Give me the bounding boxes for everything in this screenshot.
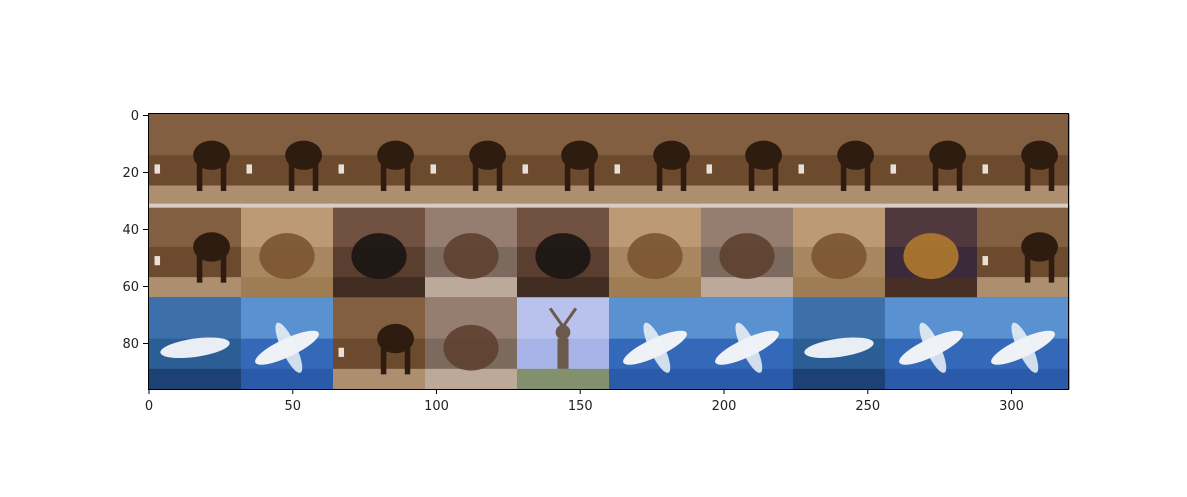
image-tile-frog bbox=[241, 205, 334, 298]
y-tick-label: 40 bbox=[122, 223, 139, 238]
image-tile-horse bbox=[885, 114, 978, 207]
image-tiles bbox=[149, 114, 1070, 390]
image-tile-horse bbox=[701, 114, 794, 207]
image-tile-bird bbox=[425, 297, 518, 390]
image-tile-ship bbox=[793, 297, 886, 390]
y-tick-label: 20 bbox=[122, 166, 139, 181]
y-axis: 0 20 40 60 80 bbox=[122, 109, 148, 352]
image-tile-horse bbox=[977, 205, 1070, 298]
image-tile-bird bbox=[701, 205, 794, 298]
y-tick-label: 80 bbox=[122, 337, 139, 352]
x-tick-label: 150 bbox=[568, 399, 593, 414]
image-tile-horse bbox=[977, 114, 1070, 207]
image-tile-horse bbox=[793, 114, 886, 207]
y-tick-label: 60 bbox=[122, 280, 139, 295]
x-tick-label: 50 bbox=[284, 399, 301, 414]
image-tile-frog bbox=[793, 205, 886, 298]
image-tile-deer bbox=[517, 297, 610, 390]
image-tile-bird bbox=[425, 205, 518, 298]
image-tile-airplane bbox=[701, 297, 794, 390]
x-tick-label: 200 bbox=[712, 399, 737, 414]
image-tile-airplane bbox=[977, 297, 1070, 390]
image-tile-cat bbox=[333, 205, 426, 298]
image-tile-horse bbox=[517, 114, 610, 207]
image-tile-horse bbox=[609, 114, 702, 207]
image-tile-horse bbox=[333, 297, 426, 390]
image-tile-airplane bbox=[609, 297, 702, 390]
x-tick-label: 300 bbox=[999, 399, 1024, 414]
image-tile-horse bbox=[241, 114, 334, 207]
y-tick-label: 0 bbox=[131, 109, 139, 124]
image-tile-horse bbox=[425, 114, 518, 207]
image-tile-frog bbox=[609, 205, 702, 298]
image-tile-airplane bbox=[885, 297, 978, 390]
image-tile-airplane bbox=[241, 297, 334, 390]
image-tile-horse bbox=[333, 114, 426, 207]
x-tick-label: 0 bbox=[145, 399, 153, 414]
x-tick-label: 250 bbox=[855, 399, 880, 414]
image-tile-dog bbox=[885, 205, 978, 298]
x-axis: 0 50 100 150 200 250 300 bbox=[145, 389, 1024, 414]
row-separator bbox=[149, 203, 1069, 208]
image-tile-horse bbox=[149, 114, 242, 207]
image-tile-ship bbox=[149, 297, 242, 390]
image-tile-cat bbox=[517, 205, 610, 298]
axes-frame bbox=[148, 113, 1069, 390]
image-tile-horse bbox=[149, 205, 242, 298]
x-tick-label: 100 bbox=[424, 399, 449, 414]
